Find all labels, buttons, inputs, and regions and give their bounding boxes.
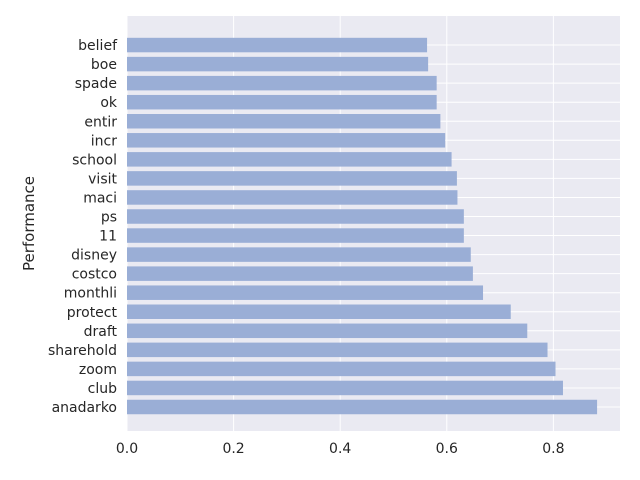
x-tick-label: 0.0 [116, 441, 138, 457]
y-tick-label: draft [84, 324, 118, 340]
bar-sharehold [127, 342, 548, 358]
y-tick-label: disney [71, 248, 117, 264]
bar-ps [127, 209, 464, 224]
y-tick-label: boe [91, 57, 117, 73]
bar-spade [127, 75, 437, 91]
bar-entir [127, 114, 441, 129]
bar-boe [127, 56, 429, 72]
y-tick-label: monthli [64, 286, 117, 302]
x-tick-label: 0.4 [329, 441, 351, 457]
bar-anadarko [127, 399, 598, 415]
bar-maci [127, 190, 458, 205]
bar-monthli [127, 285, 484, 300]
y-tick-label: club [88, 381, 117, 397]
x-tick-label: 0.8 [542, 441, 564, 457]
bar-incr [127, 133, 446, 148]
y-axis-ticks: anadarko club zoom sharehold draft protect mon… [48, 38, 118, 416]
bar-ok [127, 94, 437, 110]
x-tick-label: 0.6 [436, 441, 458, 457]
y-tick-label: costco [72, 267, 117, 283]
x-tick-label: 0.2 [222, 441, 244, 457]
bar-disney [127, 247, 471, 262]
y-tick-label: ok [100, 95, 118, 111]
bar-costco [127, 266, 473, 281]
bar-11 [127, 228, 464, 243]
bars [127, 37, 598, 415]
y-tick-label: ps [101, 210, 117, 226]
y-tick-label: protect [67, 305, 118, 321]
bar-belief [127, 37, 428, 53]
x-axis-ticks: 0.0 0.2 0.4 0.6 0.8 [116, 441, 565, 457]
y-tick-label: zoom [79, 362, 117, 378]
y-tick-label: visit [88, 171, 117, 187]
y-tick-label: incr [91, 133, 117, 149]
bar-club [127, 380, 563, 396]
y-tick-label: 11 [99, 229, 117, 245]
bar-school [127, 152, 452, 167]
y-tick-label: sharehold [48, 343, 117, 359]
bar-visit [127, 171, 457, 186]
y-tick-label: school [72, 152, 117, 168]
y-tick-label: belief [78, 38, 118, 54]
y-tick-label: anadarko [52, 400, 117, 416]
y-axis-label: Performance [20, 176, 38, 271]
bar-zoom [127, 361, 556, 377]
y-tick-label: entir [84, 114, 117, 130]
bar-draft [127, 323, 528, 339]
y-tick-label: maci [83, 190, 117, 206]
bar-protect [127, 304, 511, 319]
y-tick-label: spade [75, 76, 117, 92]
